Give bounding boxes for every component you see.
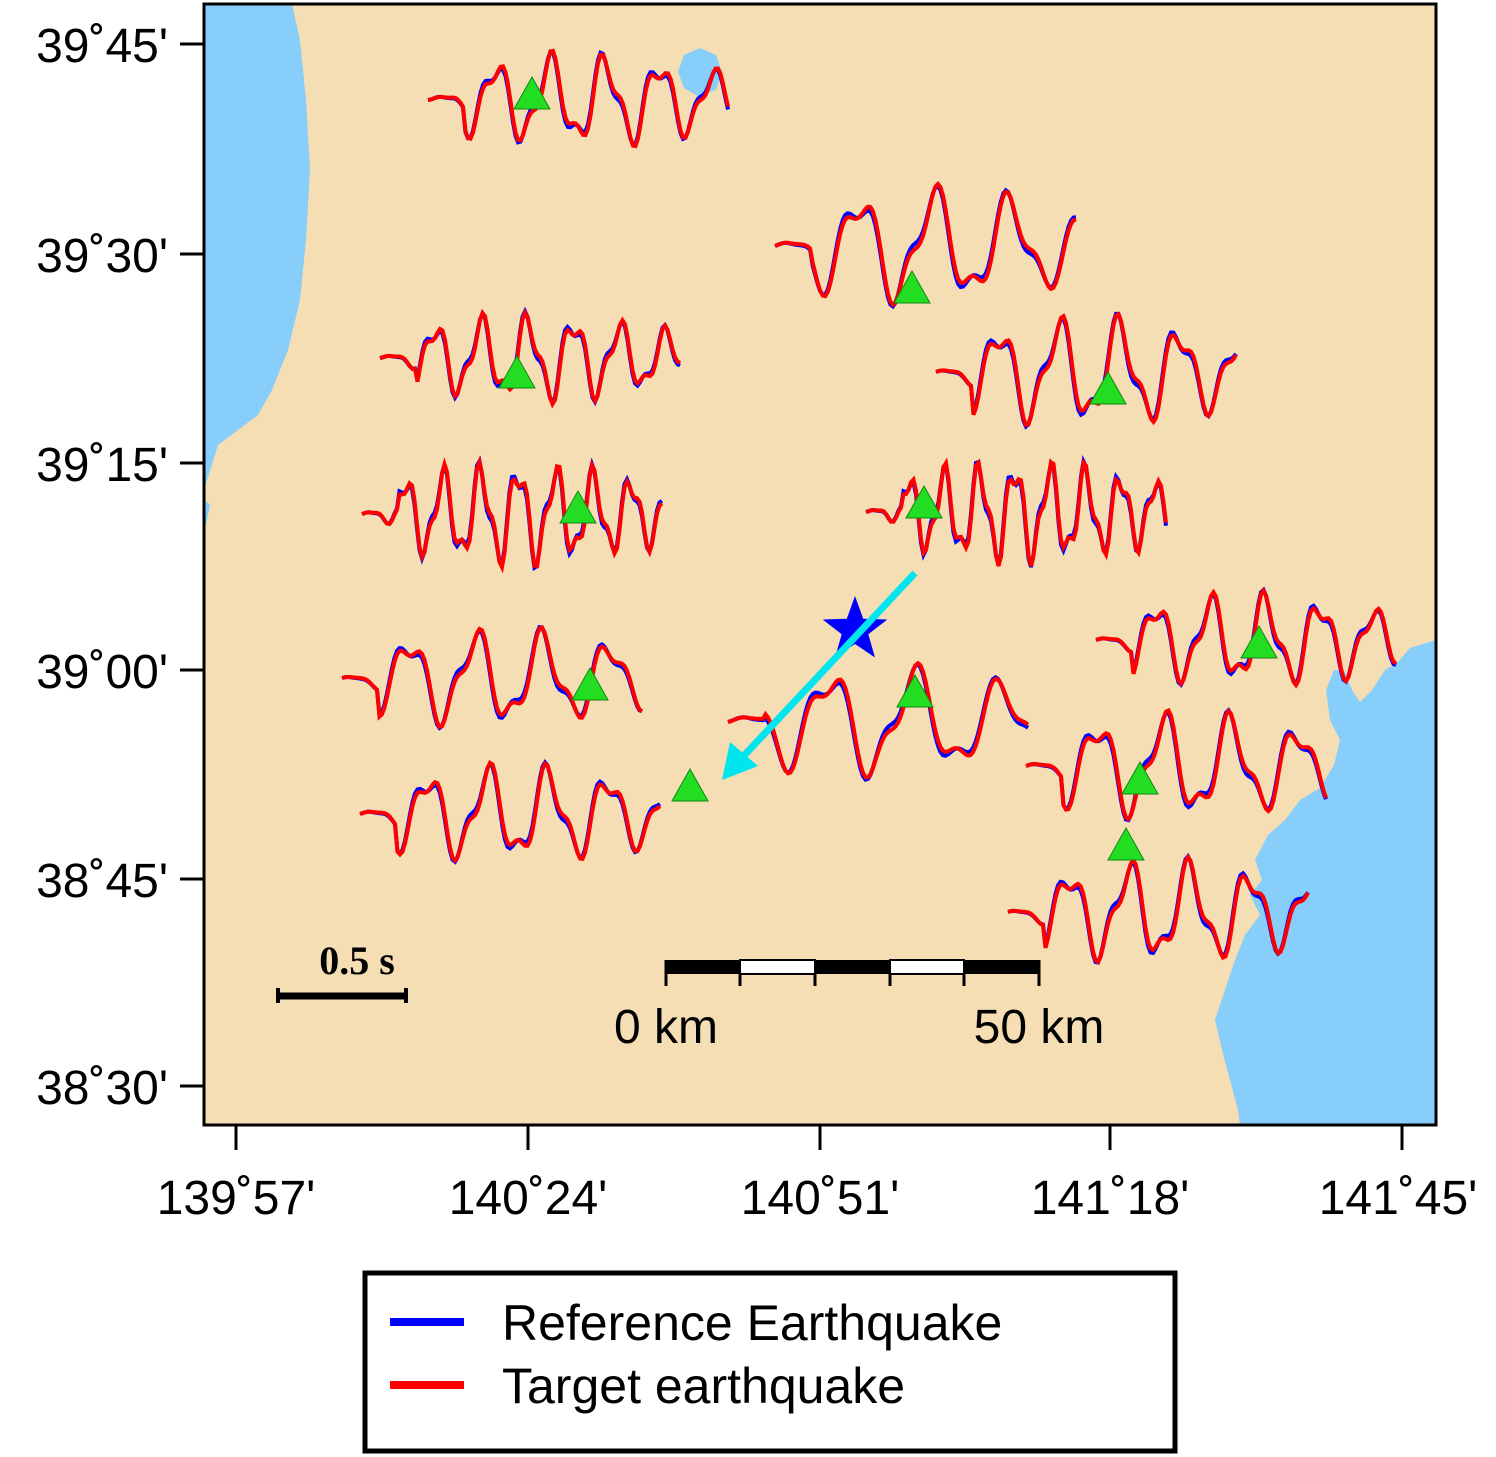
lat-label: 39˚30' — [36, 230, 168, 283]
directivity-arrow-icon — [722, 570, 918, 780]
epicenter-star-icon — [822, 596, 888, 658]
lon-label: 141˚45' — [1319, 1172, 1478, 1225]
station-triangle-icon — [1107, 826, 1145, 861]
target-waveform — [865, 457, 1168, 567]
station-triangle-icon — [896, 673, 934, 708]
time-scale-label: 0.5 s — [319, 938, 395, 983]
target-waveform — [427, 48, 730, 149]
lat-label: 39˚45' — [36, 20, 168, 73]
station-triangle-icon — [559, 489, 597, 524]
station-triangle-icon — [671, 767, 709, 802]
distance-scale-bar: 0 km 50 km — [614, 959, 1105, 1054]
lon-label: 139˚57' — [157, 1172, 316, 1225]
distance-end-label: 50 km — [974, 1001, 1105, 1054]
sea-east — [1215, 640, 1436, 1125]
latitude-axis: 39˚45' 39˚30' 39˚15' 39˚00' 38˚45' 38˚30… — [36, 20, 204, 1115]
target-waveform — [935, 311, 1238, 428]
legend-box — [362, 1270, 1178, 1454]
lat-label: 39˚00' — [36, 646, 168, 699]
lon-label: 141˚18' — [1031, 1172, 1190, 1225]
station-triangle-icon — [893, 269, 931, 304]
station-triangle-icon — [905, 484, 943, 519]
target-waveform — [1007, 853, 1310, 965]
sea-west — [204, 4, 310, 490]
station-group — [498, 75, 1278, 861]
legend: Reference Earthquake Target earthquake — [362, 1270, 1178, 1454]
target-waveform — [379, 308, 682, 409]
lon-label: 140˚51' — [741, 1172, 900, 1225]
lat-label: 38˚30' — [36, 1062, 168, 1115]
station-triangle-icon — [498, 354, 536, 389]
target-waveform — [1095, 586, 1398, 689]
legend-label-target: Target earthquake — [502, 1358, 905, 1414]
station-triangle-icon — [1121, 760, 1159, 795]
target-waveform — [359, 759, 662, 864]
legend-label-reference: Reference Earthquake — [502, 1295, 1002, 1351]
lon-label: 140˚24' — [449, 1172, 608, 1225]
target-waveform — [727, 660, 1030, 780]
time-scale-bar: 0.5 s — [276, 938, 408, 1003]
target-waveform — [1025, 707, 1328, 823]
station-triangle-icon — [1240, 624, 1278, 659]
distance-start-label: 0 km — [614, 1001, 718, 1054]
station-triangle-icon — [571, 666, 609, 701]
station-triangle-icon — [513, 75, 551, 110]
lat-label: 39˚15' — [36, 439, 168, 492]
waveform-group — [341, 48, 1398, 965]
lat-label: 38˚45' — [36, 855, 168, 908]
station-triangle-icon — [1089, 370, 1127, 405]
target-waveform — [774, 180, 1077, 308]
longitude-axis: 139˚57' 140˚24' 140˚51' 141˚18' 141˚45' — [157, 1125, 1478, 1225]
target-waveform — [361, 455, 664, 574]
